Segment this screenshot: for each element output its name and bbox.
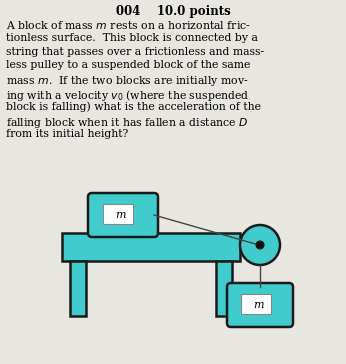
Text: m: m (115, 210, 125, 220)
Circle shape (256, 241, 264, 249)
Bar (62, 233, 240, 261)
Text: A block of mass $m$ rests on a horizontal fric-: A block of mass $m$ rests on a horizonta… (6, 19, 251, 31)
Text: 004    10.0 points: 004 10.0 points (116, 5, 230, 18)
Text: block is falling) what is the acceleration of the: block is falling) what is the accelerati… (6, 102, 261, 112)
Bar (70, 261, 86, 316)
Text: ing with a velocity $v_0$ (where the suspended: ing with a velocity $v_0$ (where the sus… (6, 88, 249, 103)
Text: less pulley to a suspended block of the same: less pulley to a suspended block of the … (6, 60, 251, 70)
Bar (216, 261, 232, 316)
Text: tionless surface.  This block is connected by a: tionless surface. This block is connecte… (6, 33, 258, 43)
Text: m: m (253, 300, 263, 310)
Circle shape (240, 225, 280, 265)
FancyBboxPatch shape (88, 193, 158, 237)
Text: string that passes over a frictionless and mass-: string that passes over a frictionless a… (6, 47, 264, 56)
FancyBboxPatch shape (241, 294, 271, 314)
Text: from its initial height?: from its initial height? (6, 129, 128, 139)
FancyBboxPatch shape (103, 204, 133, 224)
Text: falling block when it has fallen a distance $D$: falling block when it has fallen a dista… (6, 116, 248, 130)
Text: mass $m$.  If the two blocks are initially mov-: mass $m$. If the two blocks are initiall… (6, 74, 248, 88)
FancyBboxPatch shape (227, 283, 293, 327)
